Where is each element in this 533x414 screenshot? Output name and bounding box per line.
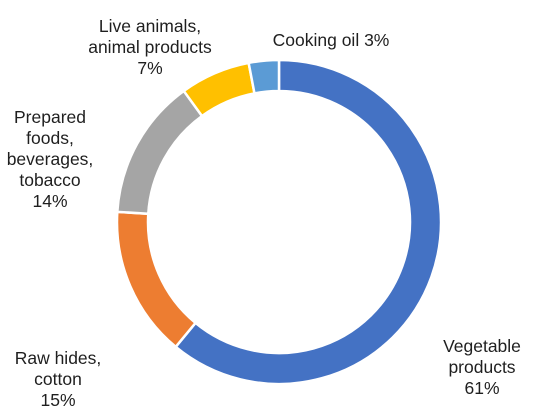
label-line: Vegetable xyxy=(443,336,521,356)
label-line: 14% xyxy=(32,191,68,211)
label-line: Prepared xyxy=(14,107,86,127)
label-line: animal products xyxy=(88,37,212,57)
label-line: foods, xyxy=(26,128,74,148)
label-raw-hides-cotton: Raw hides, cotton 15% xyxy=(8,348,108,411)
label-line: beverages, xyxy=(6,149,94,169)
label-line: 15% xyxy=(40,390,76,410)
label-line: products xyxy=(448,357,516,377)
label-prepared-foods: Prepared foods, beverages, tobacco 14% xyxy=(4,107,96,212)
label-line: Cooking oil 3% xyxy=(272,30,390,50)
label-vegetable-products: Vegetable products 61% xyxy=(432,336,532,399)
label-line: tobacco xyxy=(19,170,81,190)
label-line: 7% xyxy=(137,58,163,78)
donut-slice-prepared-foods-beverages-tobacco xyxy=(115,89,204,216)
label-cooking-oil: Cooking oil 3% xyxy=(256,30,406,51)
label-line: cotton xyxy=(34,369,82,389)
label-live-animals: Live animals, animal products 7% xyxy=(70,16,230,79)
donut-slice-cooking-oil xyxy=(247,58,281,95)
donut-slice-vegetable-products xyxy=(173,58,443,386)
donut-slice-raw-hides-cotton xyxy=(115,210,198,349)
label-line: Raw hides, xyxy=(14,348,102,368)
label-line: Live animals, xyxy=(98,16,202,36)
label-line: 61% xyxy=(464,378,500,398)
